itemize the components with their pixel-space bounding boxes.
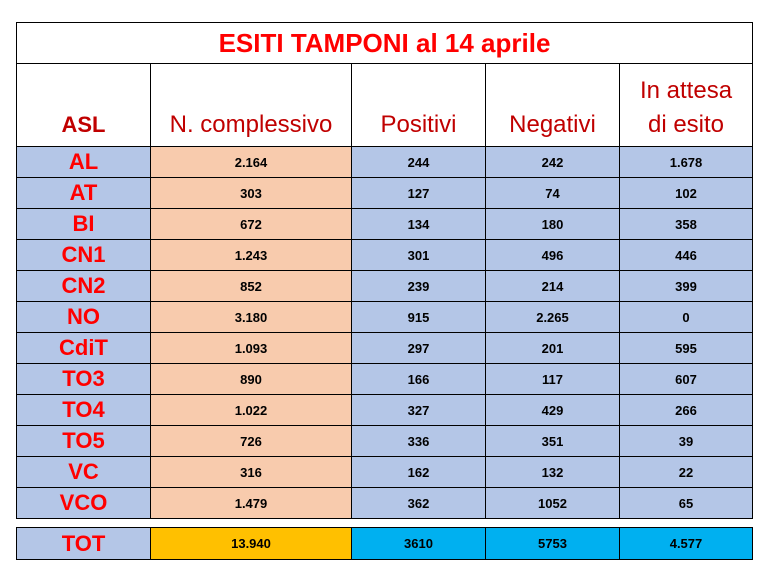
table-row: CN2 852 239 214 399 xyxy=(16,270,754,302)
cell-pending: 102 xyxy=(618,177,754,209)
cell-total: 1.022 xyxy=(150,394,352,426)
cell-negative: 2.265 xyxy=(485,301,620,333)
totals-table: TOT 13.940 3610 5753 4.577 xyxy=(16,527,753,560)
table-row: NO 3.180 915 2.265 0 xyxy=(16,301,754,333)
cell-negative: 351 xyxy=(485,425,620,457)
totals-pending: 4.577 xyxy=(619,527,753,560)
cell-negative: 242 xyxy=(485,146,620,178)
cell-total: 1.093 xyxy=(150,332,352,364)
table-row: VC 316 162 132 22 xyxy=(16,456,754,488)
totals-row: TOT 13.940 3610 5753 4.577 xyxy=(16,527,753,560)
cell-asl: BI xyxy=(16,208,151,240)
totals-negative: 5753 xyxy=(485,527,620,560)
cell-total: 303 xyxy=(150,177,352,209)
cell-pending: 358 xyxy=(618,208,754,240)
table-row: TO5 726 336 351 39 xyxy=(16,425,754,457)
cell-positive: 134 xyxy=(351,208,486,240)
cell-total: 1.243 xyxy=(150,239,352,271)
cell-asl: AT xyxy=(16,177,151,209)
cell-pending: 266 xyxy=(618,394,754,426)
header-total: N. complessivo xyxy=(150,63,352,147)
table-row: CN1 1.243 301 496 446 xyxy=(16,239,754,271)
cell-asl: TO5 xyxy=(16,425,151,457)
cell-negative: 74 xyxy=(485,177,620,209)
header-pending: In attesa di esito xyxy=(618,63,754,147)
cell-pending: 446 xyxy=(618,239,754,271)
cell-total: 316 xyxy=(150,456,352,488)
cell-positive: 162 xyxy=(351,456,486,488)
table-row: AT 303 127 74 102 xyxy=(16,177,754,209)
table-row: AL 2.164 244 242 1.678 xyxy=(16,146,754,178)
table-row: CdiT 1.093 297 201 595 xyxy=(16,332,754,364)
cell-asl: NO xyxy=(16,301,151,333)
totals-label: TOT xyxy=(16,527,151,560)
cell-negative: 1052 xyxy=(485,487,620,519)
cell-asl: AL xyxy=(16,146,151,178)
header-negative: Negativi xyxy=(485,63,620,147)
cell-positive: 336 xyxy=(351,425,486,457)
table-row: TO4 1.022 327 429 266 xyxy=(16,394,754,426)
cell-total: 726 xyxy=(150,425,352,457)
cell-total: 852 xyxy=(150,270,352,302)
cell-positive: 362 xyxy=(351,487,486,519)
cell-positive: 166 xyxy=(351,363,486,395)
cell-negative: 496 xyxy=(485,239,620,271)
cell-pending: 595 xyxy=(618,332,754,364)
header-asl: ASL xyxy=(16,63,151,147)
cell-total: 672 xyxy=(150,208,352,240)
cell-asl: CN1 xyxy=(16,239,151,271)
totals-positive: 3610 xyxy=(351,527,486,560)
cell-asl: VC xyxy=(16,456,151,488)
cell-positive: 915 xyxy=(351,301,486,333)
cell-pending: 399 xyxy=(618,270,754,302)
cell-negative: 180 xyxy=(485,208,620,240)
totals-total: 13.940 xyxy=(150,527,352,560)
cell-pending: 39 xyxy=(618,425,754,457)
table-title: ESITI TAMPONI al 14 aprile xyxy=(15,22,754,64)
cell-positive: 297 xyxy=(351,332,486,364)
cell-positive: 127 xyxy=(351,177,486,209)
cell-asl: CN2 xyxy=(16,270,151,302)
cell-negative: 201 xyxy=(485,332,620,364)
table-row: TO3 890 166 117 607 xyxy=(16,363,754,395)
cell-total: 2.164 xyxy=(150,146,352,178)
cell-total: 1.479 xyxy=(150,487,352,519)
table-row: VCO 1.479 362 1052 65 xyxy=(16,487,754,519)
cell-total: 3.180 xyxy=(150,301,352,333)
header-row: ASL N. complessivo Positivi Negativi In … xyxy=(16,63,754,147)
cell-asl: VCO xyxy=(16,487,151,519)
cell-total: 890 xyxy=(150,363,352,395)
cell-positive: 301 xyxy=(351,239,486,271)
table-row: BI 672 134 180 358 xyxy=(16,208,754,240)
cell-pending: 22 xyxy=(618,456,754,488)
cell-positive: 244 xyxy=(351,146,486,178)
cell-pending: 65 xyxy=(618,487,754,519)
cell-negative: 117 xyxy=(485,363,620,395)
cell-pending: 1.678 xyxy=(618,146,754,178)
cell-negative: 132 xyxy=(485,456,620,488)
cell-pending: 607 xyxy=(618,363,754,395)
cell-positive: 239 xyxy=(351,270,486,302)
cell-asl: CdiT xyxy=(16,332,151,364)
cell-negative: 429 xyxy=(485,394,620,426)
header-pending-line2: di esito xyxy=(647,111,725,138)
cell-pending: 0 xyxy=(618,301,754,333)
header-pending-line1: In attesa xyxy=(639,77,733,104)
header-positive: Positivi xyxy=(351,63,486,147)
cell-asl: TO4 xyxy=(16,394,151,426)
cell-positive: 327 xyxy=(351,394,486,426)
results-table: ESITI TAMPONI al 14 aprile ASL N. comple… xyxy=(15,22,754,519)
cell-asl: TO3 xyxy=(16,363,151,395)
cell-negative: 214 xyxy=(485,270,620,302)
